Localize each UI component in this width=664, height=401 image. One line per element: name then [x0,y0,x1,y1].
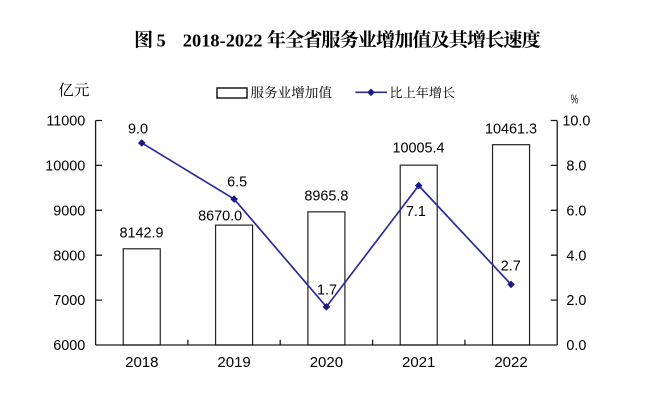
svg-text:2018: 2018 [125,354,158,371]
svg-text:4.0: 4.0 [566,248,586,264]
svg-text:8.0: 8.0 [566,159,586,175]
svg-text:2020: 2020 [310,354,343,371]
svg-text:0.0: 0.0 [566,338,586,354]
svg-text:2.7: 2.7 [501,259,521,275]
svg-text:8670.0: 8670.0 [198,208,242,224]
svg-text:8965.8: 8965.8 [304,189,348,205]
svg-text:11000: 11000 [46,114,85,130]
svg-text:7000: 7000 [53,293,85,309]
svg-text:2021: 2021 [402,354,435,371]
svg-text:6.5: 6.5 [227,175,247,191]
svg-text:7.1: 7.1 [406,204,426,220]
svg-text:2.0: 2.0 [566,293,586,309]
svg-text:6000: 6000 [53,338,85,354]
svg-text:1.7: 1.7 [317,282,337,298]
svg-text:2018-2022: 2018-2022 [183,30,263,50]
svg-text:2022: 2022 [494,354,527,371]
svg-text:%: % [571,92,578,106]
svg-text:8000: 8000 [53,248,85,264]
svg-text:6.0: 6.0 [566,203,586,219]
svg-text:10461.3: 10461.3 [485,122,537,138]
svg-text:10005.4: 10005.4 [392,141,444,157]
svg-text:8142.9: 8142.9 [119,226,163,242]
svg-text:10000: 10000 [45,159,85,175]
svg-text:5: 5 [157,30,166,50]
svg-text:2019: 2019 [217,354,250,371]
svg-text:9000: 9000 [53,203,85,219]
svg-text:9.0: 9.0 [128,122,148,138]
svg-text:10.0: 10.0 [562,114,590,130]
